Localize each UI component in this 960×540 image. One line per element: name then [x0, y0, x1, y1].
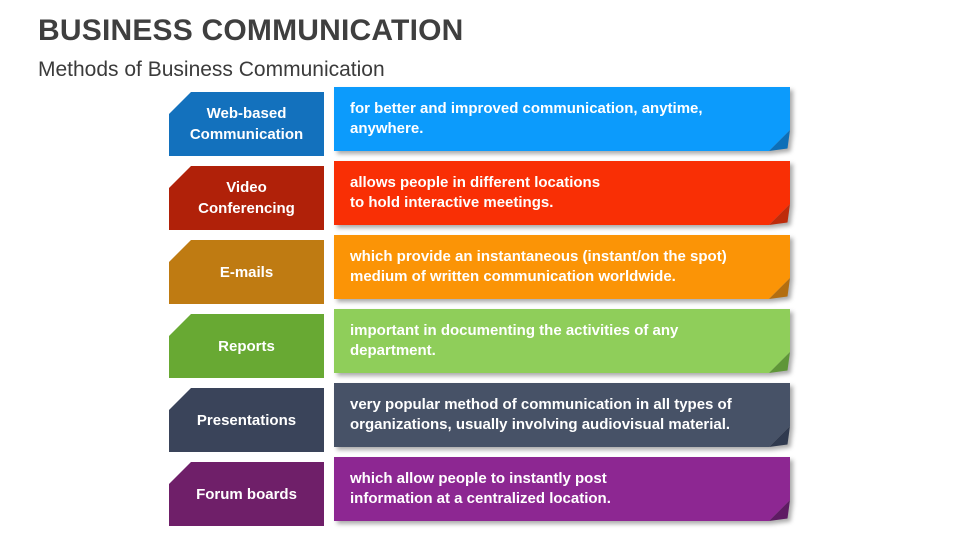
method-label-box: E-mails	[169, 240, 324, 304]
method-row-emails: E-mails which provide an instantaneous (…	[169, 235, 790, 304]
method-desc-line: to hold interactive meetings.	[350, 194, 554, 211]
method-desc-line: allows people in different locations	[350, 174, 601, 191]
method-desc-line: information at a centralized location.	[350, 490, 611, 507]
method-label-line: Web-based	[206, 105, 287, 122]
slide-subtitle: Methods of Business Communication	[38, 58, 385, 81]
methods-list: Web-based Communication for better and i…	[169, 87, 790, 531]
method-row-reports: Reports important in documenting the act…	[169, 309, 790, 378]
method-row-forum-boards: Forum boards which allow people to insta…	[169, 457, 790, 526]
method-desc-line: very popular method of communication in …	[350, 396, 732, 413]
method-label-line: Communication	[189, 126, 304, 143]
method-row-video-conferencing: Video Conferencing allows people in diff…	[169, 161, 790, 230]
method-desc-box: for better and improved communication, a…	[334, 87, 790, 151]
slide-title: BUSINESS COMMUNICATION	[38, 14, 464, 47]
method-label-line: E-mails	[219, 263, 274, 281]
method-label-box: Reports	[169, 314, 324, 378]
method-desc-line: organizations, usually involving audiovi…	[350, 416, 731, 433]
method-desc-line: for better and improved communication, a…	[350, 100, 703, 137]
method-label-line: Conferencing	[198, 200, 295, 217]
method-label-box: Video Conferencing	[169, 166, 324, 230]
method-row-presentations: Presentations very popular method of com…	[169, 383, 790, 452]
method-label-line: Reports	[218, 337, 275, 355]
method-label-box: Forum boards	[169, 462, 324, 526]
method-desc-box: which provide an instantaneous (instant/…	[334, 235, 790, 299]
method-desc-box: important in documenting the activities …	[334, 309, 790, 373]
method-label-box: Web-based Communication	[169, 92, 324, 156]
method-label-box: Presentations	[169, 388, 324, 452]
method-desc-box: which allow people to instantly post inf…	[334, 457, 790, 521]
method-label-line: Forum boards	[196, 485, 297, 503]
method-desc-box: allows people in different locations to …	[334, 161, 790, 225]
method-desc-line: important in documenting the activities …	[350, 322, 679, 359]
method-desc-line: which provide an instantaneous (instant/…	[350, 248, 727, 265]
method-desc-line: which allow people to instantly post	[350, 470, 607, 487]
method-desc-box: very popular method of communication in …	[334, 383, 790, 447]
method-row-web-based: Web-based Communication for better and i…	[169, 87, 790, 156]
method-label-line: Presentations	[196, 411, 297, 429]
method-label-line: Video	[226, 179, 267, 196]
method-desc-line: medium of written communication worldwid…	[350, 268, 676, 285]
